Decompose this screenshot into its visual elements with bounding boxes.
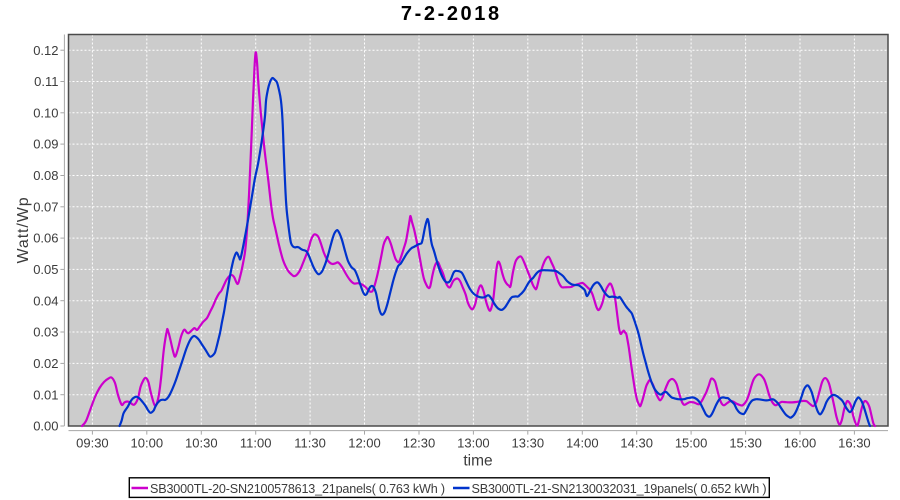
- svg-text:0.04: 0.04: [33, 293, 58, 308]
- svg-text:0.06: 0.06: [33, 231, 58, 246]
- svg-text:10:30: 10:30: [185, 436, 218, 451]
- svg-text:0.12: 0.12: [33, 43, 58, 58]
- svg-text:SB3000TL-21-SN2130032031_19pan: SB3000TL-21-SN2130032031_19panels( 0.652…: [472, 482, 767, 496]
- svg-text:16:30: 16:30: [838, 436, 871, 451]
- svg-text:12:00: 12:00: [348, 436, 381, 451]
- svg-text:0.05: 0.05: [33, 262, 58, 277]
- svg-text:13:30: 13:30: [512, 436, 545, 451]
- svg-text:0.08: 0.08: [33, 168, 58, 183]
- svg-text:16:00: 16:00: [784, 436, 817, 451]
- svg-text:09:30: 09:30: [76, 436, 109, 451]
- svg-text:0.01: 0.01: [33, 387, 58, 402]
- svg-text:time: time: [463, 453, 492, 470]
- svg-text:0.00: 0.00: [33, 419, 58, 434]
- svg-text:0.03: 0.03: [33, 325, 58, 340]
- svg-text:7-2-2018: 7-2-2018: [401, 3, 502, 25]
- svg-text:15:30: 15:30: [729, 436, 762, 451]
- svg-text:15:00: 15:00: [675, 436, 708, 451]
- svg-text:10:00: 10:00: [131, 436, 164, 451]
- svg-text:0.10: 0.10: [33, 105, 58, 120]
- svg-text:14:00: 14:00: [566, 436, 599, 451]
- svg-text:11:00: 11:00: [240, 436, 272, 451]
- svg-text:12:30: 12:30: [403, 436, 436, 451]
- svg-text:0.09: 0.09: [33, 137, 58, 152]
- svg-text:SB3000TL-20-SN2100578613_21pan: SB3000TL-20-SN2100578613_21panels( 0.763…: [150, 482, 445, 496]
- svg-text:13:00: 13:00: [457, 436, 490, 451]
- svg-text:Watt/Wp: Watt/Wp: [15, 196, 32, 263]
- svg-text:0.11: 0.11: [34, 74, 58, 89]
- svg-text:11:30: 11:30: [294, 436, 326, 451]
- svg-text:14:30: 14:30: [620, 436, 653, 451]
- svg-text:0.02: 0.02: [33, 356, 58, 371]
- svg-text:0.07: 0.07: [33, 199, 58, 214]
